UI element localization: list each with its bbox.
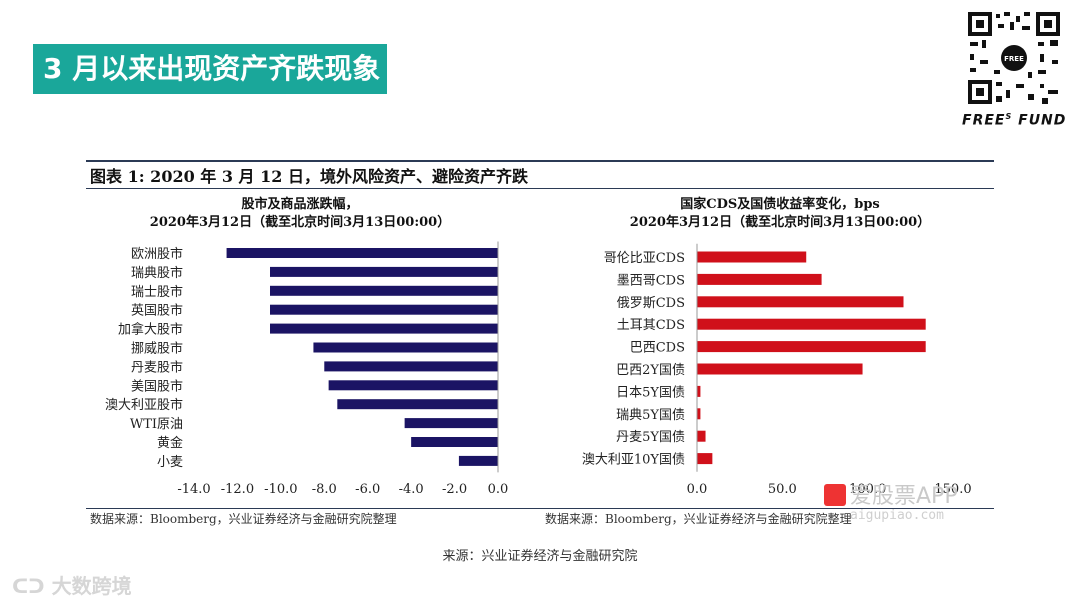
right-chart-tick-label: 150.0 [934, 482, 971, 497]
right-chart-bar [697, 341, 926, 353]
right-chart-category-label: 丹麦5Y国债 [616, 430, 685, 445]
corner-watermark: ᑕᑐ 大数跨境 [12, 574, 132, 598]
left-chart-bar [270, 266, 498, 277]
right-chart-bar [697, 385, 701, 397]
right-chart-bar [697, 318, 926, 330]
left-chart-bar [411, 437, 498, 447]
left-chart-tick-label: -8.0 [312, 482, 337, 497]
right-chart-category-label: 巴西CDS [630, 341, 685, 356]
app-watermark: 爱股票APP [824, 478, 958, 510]
right-chart-category-label: 土耳其CDS [617, 318, 685, 333]
left-chart-category-label: 瑞士股市 [131, 284, 183, 300]
url-watermark: aigupiao.com [850, 508, 944, 523]
left-chart-category-label: 黄金 [157, 435, 183, 451]
left-chart-bar [226, 248, 499, 258]
right-chart-bar [697, 453, 713, 465]
left-chart-tick-label: -6.0 [355, 482, 380, 497]
left-chart-tick-label: -4.0 [399, 482, 424, 497]
app-logo-icon [824, 484, 846, 506]
left-chart-bar [313, 342, 498, 353]
left-chart-category-label: 加拿大股市 [118, 322, 183, 338]
left-chart-category-label: 欧洲股市 [131, 246, 183, 262]
right-chart-bar [697, 251, 807, 263]
right-chart-bar [697, 296, 904, 308]
figure-top-rule [86, 160, 994, 162]
left-chart-title-line1: 股市及商品涨跌幅， [241, 197, 359, 212]
left-chart-bar [337, 399, 498, 410]
left-chart-category-label: WTI原油 [130, 417, 183, 432]
left-chart-bar [270, 285, 498, 296]
qr-code: FREE [966, 10, 1062, 106]
right-chart-category-label: 瑞典5Y国债 [616, 408, 685, 423]
left-chart-title: 股市及商品涨跌幅， 2020年3月12日（截至北京时间3月13日00:00） [130, 196, 470, 232]
right-chart-category-label: 巴西2Y国债 [616, 363, 685, 378]
left-chart-bar [458, 455, 498, 466]
left-chart-bar [328, 380, 498, 391]
figure-bottom-rule [86, 508, 994, 509]
right-chart-tick-label: 50.0 [768, 482, 797, 497]
right-chart-tick-label: 0.0 [687, 482, 708, 497]
right-chart-bar [697, 430, 706, 442]
figure-title: 图表 1: 2020 年 3 月 12 日，境外风险资产、避险资产齐跌 [90, 167, 528, 186]
right-chart-category-label: 墨西哥CDS [617, 273, 685, 288]
banner-title: 3 月以来出现资产齐跌现象 [33, 44, 387, 94]
right-chart-bar [697, 273, 822, 285]
left-chart-category-label: 瑞典股市 [131, 265, 183, 281]
left-chart-bar [324, 361, 498, 372]
right-chart-bar [697, 408, 701, 420]
right-chart-title: 国家CDS及国债收益率变化，bps 2020年3月12日（截至北京时间3月13日… [600, 196, 960, 232]
left-chart-category-label: 小麦 [157, 455, 183, 470]
left-chart-bar [270, 323, 498, 334]
right-chart-title-line1: 国家CDS及国债收益率变化，bps [680, 197, 880, 212]
left-chart-category-label: 美国股市 [131, 378, 183, 394]
source-caption: 来源：兴业证券经济与金融研究院 [442, 549, 638, 564]
left-chart-tick-label: 0.0 [488, 482, 509, 497]
right-chart-bar [697, 363, 863, 375]
left-chart-tick-label: -14.0 [177, 482, 210, 497]
left-chart-tick-label: -12.0 [221, 482, 254, 497]
left-chart-bar [404, 418, 498, 429]
left-chart-category-label: 英国股市 [131, 303, 183, 319]
left-chart-title-line2: 2020年3月12日（截至北京时间3月13日00:00） [149, 215, 451, 230]
right-chart-tick-label: 100.0 [849, 482, 886, 497]
right-chart-title-line2: 2020年3月12日（截至北京时间3月13日00:00） [629, 215, 931, 230]
left-source-note: 数据来源：Bloomberg，兴业证券经济与金融研究院整理 [90, 512, 397, 526]
right-chart-category-label: 俄罗斯CDS [617, 296, 685, 311]
left-chart-category-label: 挪威股市 [131, 341, 183, 357]
left-chart-category-label: 澳大利亚股市 [105, 397, 183, 413]
right-chart-category-label: 哥伦比亚CDS [604, 251, 685, 266]
right-source-note: 数据来源：Bloomberg，兴业证券经济与金融研究院整理 [545, 512, 852, 526]
left-chart-tick-label: -10.0 [264, 482, 297, 497]
right-chart-category-label: 日本5Y国债 [616, 385, 685, 400]
svg-text:FREE: FREE [1004, 55, 1024, 63]
figure-mid-rule [86, 188, 994, 189]
left-chart-tick-label: -2.0 [442, 482, 467, 497]
left-chart-category-label: 丹麦股市 [131, 359, 183, 375]
right-chart-category-label: 澳大利亚10Y国债 [582, 452, 685, 468]
left-chart-bar [270, 304, 498, 315]
brand-logo: FREES FUND [962, 112, 1067, 129]
